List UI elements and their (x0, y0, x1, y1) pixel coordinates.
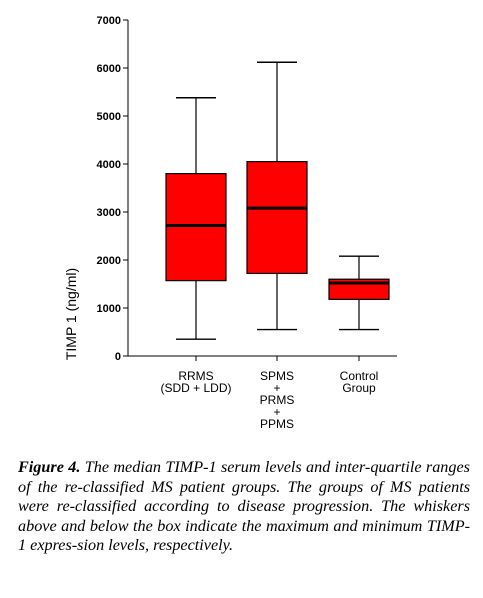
iqr-box (246, 161, 308, 275)
x-axis (128, 355, 397, 361)
category-label-line: Group (342, 381, 376, 395)
category-labels: RRMS(SDD + LDD)SPMS+PRMS+PPMSControlGrou… (160, 369, 378, 431)
figure-label: Figure 4. (18, 458, 81, 476)
category-label-line: + (273, 381, 280, 395)
category-label-line: + (273, 405, 280, 419)
category-label-line: RRMS (178, 369, 213, 383)
iqr-box (165, 173, 227, 282)
category-label-line: Control (340, 369, 379, 383)
y-tick-label: 4000 (97, 159, 121, 171)
figure-caption: Figure 4. The median TIMP-1 serum levels… (18, 458, 470, 556)
y-tick-label: 3000 (97, 207, 121, 219)
y-axis-title: TIMP 1 (ng/ml) (63, 268, 79, 360)
boxes (165, 61, 390, 340)
y-tick-label: 6000 (97, 63, 121, 75)
box-3 (328, 255, 390, 331)
y-tick-label: 5000 (97, 111, 121, 123)
box-1 (165, 97, 227, 340)
y-tick-label: 7000 (97, 15, 121, 27)
category-label-1: RRMS(SDD + LDD) (160, 369, 231, 395)
box-2 (246, 61, 308, 331)
category-label-line: PPMS (260, 417, 294, 431)
y-tick-label: 1000 (97, 303, 121, 315)
category-label-line: SPMS (260, 369, 294, 383)
category-label-line: (SDD + LDD) (160, 381, 231, 395)
y-tick-label: 0 (115, 351, 121, 363)
y-axis: 0 1000 2000 3000 4000 5000 6000 7000 (97, 15, 129, 363)
caption-text: The median TIMP-1 serum levels and inter… (18, 458, 470, 555)
box-plot-figure: 0 1000 2000 3000 4000 5000 6000 7000 RRMS(SDD +… (63, 15, 397, 431)
category-label-line: PRMS (260, 393, 295, 407)
category-label-2: SPMS+PRMS+PPMS (260, 369, 295, 431)
y-tick-label: 2000 (97, 255, 121, 267)
